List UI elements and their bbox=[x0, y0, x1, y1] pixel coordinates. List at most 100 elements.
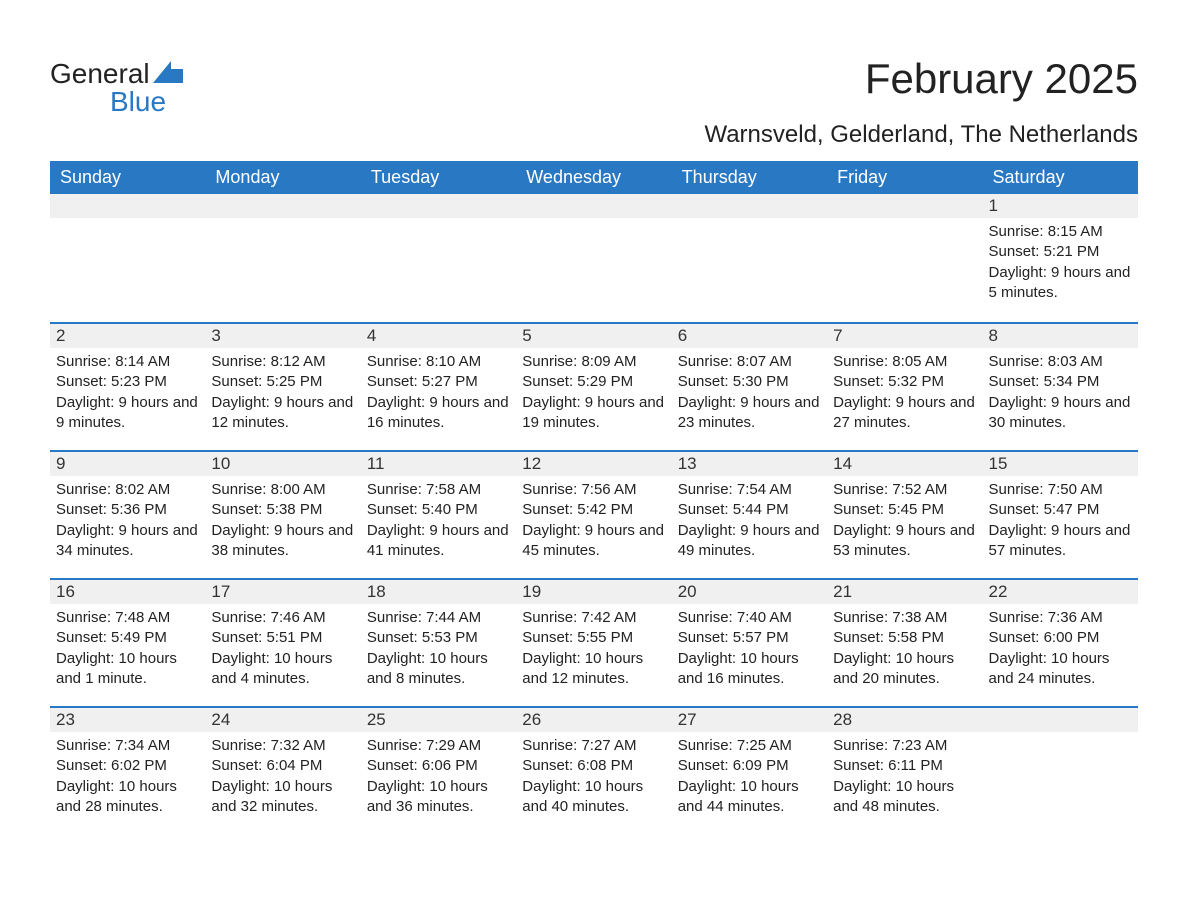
calendar-cell: 27Sunrise: 7:25 AMSunset: 6:09 PMDayligh… bbox=[672, 706, 827, 834]
day-content: Sunrise: 8:14 AMSunset: 5:23 PMDaylight:… bbox=[50, 348, 205, 441]
daylight-text: Daylight: 9 hours and 12 minutes. bbox=[211, 393, 354, 434]
sunset-text: Sunset: 6:00 PM bbox=[989, 628, 1132, 648]
daylight-text: Daylight: 9 hours and 9 minutes. bbox=[56, 393, 199, 434]
calendar-cell bbox=[205, 194, 360, 322]
sunset-text: Sunset: 5:55 PM bbox=[522, 628, 665, 648]
calendar-cell: 3Sunrise: 8:12 AMSunset: 5:25 PMDaylight… bbox=[205, 322, 360, 450]
calendar-cell: 1Sunrise: 8:15 AMSunset: 5:21 PMDaylight… bbox=[983, 194, 1138, 322]
sunset-text: Sunset: 5:51 PM bbox=[211, 628, 354, 648]
sunrise-text: Sunrise: 8:00 AM bbox=[211, 480, 354, 500]
daylight-text: Daylight: 10 hours and 24 minutes. bbox=[989, 649, 1132, 690]
day-number: 27 bbox=[672, 706, 827, 732]
calendar-table: Sunday Monday Tuesday Wednesday Thursday… bbox=[50, 161, 1138, 834]
day-content: Sunrise: 8:07 AMSunset: 5:30 PMDaylight:… bbox=[672, 348, 827, 441]
daylight-text: Daylight: 10 hours and 16 minutes. bbox=[678, 649, 821, 690]
day-number: 4 bbox=[361, 322, 516, 348]
calendar-week-row: 1Sunrise: 8:15 AMSunset: 5:21 PMDaylight… bbox=[50, 194, 1138, 322]
calendar-cell: 13Sunrise: 7:54 AMSunset: 5:44 PMDayligh… bbox=[672, 450, 827, 578]
day-number: 24 bbox=[205, 706, 360, 732]
location: Warnsveld, Gelderland, The Netherlands bbox=[704, 121, 1138, 149]
sunrise-text: Sunrise: 8:10 AM bbox=[367, 352, 510, 372]
day-number: 14 bbox=[827, 450, 982, 476]
empty-day-bar bbox=[672, 194, 827, 218]
sunrise-text: Sunrise: 7:23 AM bbox=[833, 736, 976, 756]
calendar-cell: 5Sunrise: 8:09 AMSunset: 5:29 PMDaylight… bbox=[516, 322, 671, 450]
calendar-cell bbox=[516, 194, 671, 322]
daylight-text: Daylight: 10 hours and 32 minutes. bbox=[211, 777, 354, 818]
sunset-text: Sunset: 5:47 PM bbox=[989, 500, 1132, 520]
calendar-cell: 26Sunrise: 7:27 AMSunset: 6:08 PMDayligh… bbox=[516, 706, 671, 834]
daylight-text: Daylight: 10 hours and 28 minutes. bbox=[56, 777, 199, 818]
sunrise-text: Sunrise: 7:50 AM bbox=[989, 480, 1132, 500]
day-number: 17 bbox=[205, 578, 360, 604]
day-content: Sunrise: 7:52 AMSunset: 5:45 PMDaylight:… bbox=[827, 476, 982, 569]
header: General Blue February 2025 Warnsveld, Ge… bbox=[50, 30, 1138, 149]
sunset-text: Sunset: 6:02 PM bbox=[56, 756, 199, 776]
day-number: 9 bbox=[50, 450, 205, 476]
day-number: 8 bbox=[983, 322, 1138, 348]
calendar-cell: 20Sunrise: 7:40 AMSunset: 5:57 PMDayligh… bbox=[672, 578, 827, 706]
day-content: Sunrise: 7:25 AMSunset: 6:09 PMDaylight:… bbox=[672, 732, 827, 825]
daylight-text: Daylight: 10 hours and 1 minute. bbox=[56, 649, 199, 690]
daylight-text: Daylight: 9 hours and 57 minutes. bbox=[989, 521, 1132, 562]
col-header: Thursday bbox=[672, 161, 827, 194]
col-header: Wednesday bbox=[516, 161, 671, 194]
daylight-text: Daylight: 9 hours and 19 minutes. bbox=[522, 393, 665, 434]
sunset-text: Sunset: 6:11 PM bbox=[833, 756, 976, 776]
sunrise-text: Sunrise: 7:32 AM bbox=[211, 736, 354, 756]
sunrise-text: Sunrise: 8:15 AM bbox=[989, 222, 1132, 242]
day-content: Sunrise: 8:00 AMSunset: 5:38 PMDaylight:… bbox=[205, 476, 360, 569]
day-content: Sunrise: 7:36 AMSunset: 6:00 PMDaylight:… bbox=[983, 604, 1138, 697]
daylight-text: Daylight: 9 hours and 27 minutes. bbox=[833, 393, 976, 434]
sunrise-text: Sunrise: 7:29 AM bbox=[367, 736, 510, 756]
day-content: Sunrise: 7:54 AMSunset: 5:44 PMDaylight:… bbox=[672, 476, 827, 569]
daylight-text: Daylight: 10 hours and 20 minutes. bbox=[833, 649, 976, 690]
day-content: Sunrise: 7:48 AMSunset: 5:49 PMDaylight:… bbox=[50, 604, 205, 697]
day-content: Sunrise: 7:38 AMSunset: 5:58 PMDaylight:… bbox=[827, 604, 982, 697]
calendar-cell: 10Sunrise: 8:00 AMSunset: 5:38 PMDayligh… bbox=[205, 450, 360, 578]
empty-day-bar bbox=[827, 194, 982, 218]
daylight-text: Daylight: 9 hours and 49 minutes. bbox=[678, 521, 821, 562]
calendar-week-row: 23Sunrise: 7:34 AMSunset: 6:02 PMDayligh… bbox=[50, 706, 1138, 834]
day-content: Sunrise: 7:58 AMSunset: 5:40 PMDaylight:… bbox=[361, 476, 516, 569]
sunset-text: Sunset: 5:57 PM bbox=[678, 628, 821, 648]
sunrise-text: Sunrise: 7:54 AM bbox=[678, 480, 821, 500]
daylight-text: Daylight: 9 hours and 30 minutes. bbox=[989, 393, 1132, 434]
daylight-text: Daylight: 10 hours and 12 minutes. bbox=[522, 649, 665, 690]
calendar-cell: 16Sunrise: 7:48 AMSunset: 5:49 PMDayligh… bbox=[50, 578, 205, 706]
day-number: 3 bbox=[205, 322, 360, 348]
sunset-text: Sunset: 5:21 PM bbox=[989, 242, 1132, 262]
calendar-week-row: 16Sunrise: 7:48 AMSunset: 5:49 PMDayligh… bbox=[50, 578, 1138, 706]
calendar-cell: 21Sunrise: 7:38 AMSunset: 5:58 PMDayligh… bbox=[827, 578, 982, 706]
col-header: Monday bbox=[205, 161, 360, 194]
day-content: Sunrise: 7:42 AMSunset: 5:55 PMDaylight:… bbox=[516, 604, 671, 697]
day-content: Sunrise: 8:03 AMSunset: 5:34 PMDaylight:… bbox=[983, 348, 1138, 441]
sunset-text: Sunset: 5:58 PM bbox=[833, 628, 976, 648]
sunset-text: Sunset: 5:29 PM bbox=[522, 372, 665, 392]
sunrise-text: Sunrise: 7:34 AM bbox=[56, 736, 199, 756]
day-content: Sunrise: 7:34 AMSunset: 6:02 PMDaylight:… bbox=[50, 732, 205, 825]
sunset-text: Sunset: 5:34 PM bbox=[989, 372, 1132, 392]
calendar-cell: 4Sunrise: 8:10 AMSunset: 5:27 PMDaylight… bbox=[361, 322, 516, 450]
day-content: Sunrise: 8:02 AMSunset: 5:36 PMDaylight:… bbox=[50, 476, 205, 569]
daylight-text: Daylight: 9 hours and 34 minutes. bbox=[56, 521, 199, 562]
title-block: February 2025 Warnsveld, Gelderland, The… bbox=[704, 30, 1138, 149]
day-content: Sunrise: 7:32 AMSunset: 6:04 PMDaylight:… bbox=[205, 732, 360, 825]
daylight-text: Daylight: 9 hours and 16 minutes. bbox=[367, 393, 510, 434]
day-number: 7 bbox=[827, 322, 982, 348]
sunrise-text: Sunrise: 7:48 AM bbox=[56, 608, 199, 628]
sunset-text: Sunset: 6:09 PM bbox=[678, 756, 821, 776]
day-number: 16 bbox=[50, 578, 205, 604]
calendar-cell: 17Sunrise: 7:46 AMSunset: 5:51 PMDayligh… bbox=[205, 578, 360, 706]
calendar-cell: 23Sunrise: 7:34 AMSunset: 6:02 PMDayligh… bbox=[50, 706, 205, 834]
sunrise-text: Sunrise: 8:09 AM bbox=[522, 352, 665, 372]
day-number: 18 bbox=[361, 578, 516, 604]
daylight-text: Daylight: 9 hours and 45 minutes. bbox=[522, 521, 665, 562]
sunset-text: Sunset: 5:38 PM bbox=[211, 500, 354, 520]
sunset-text: Sunset: 5:23 PM bbox=[56, 372, 199, 392]
sunset-text: Sunset: 5:42 PM bbox=[522, 500, 665, 520]
logo-shape-icon bbox=[153, 60, 183, 88]
day-number: 2 bbox=[50, 322, 205, 348]
day-content: Sunrise: 7:50 AMSunset: 5:47 PMDaylight:… bbox=[983, 476, 1138, 569]
sunset-text: Sunset: 5:53 PM bbox=[367, 628, 510, 648]
